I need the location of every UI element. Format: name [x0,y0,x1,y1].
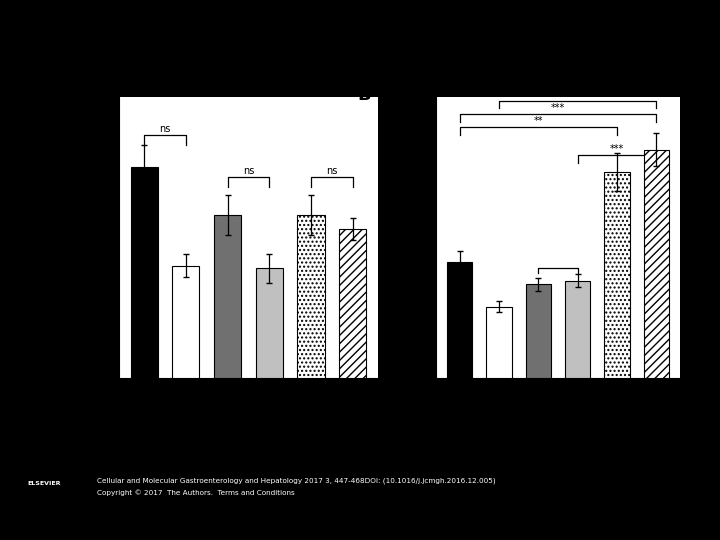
Text: ns: ns [243,166,254,176]
Bar [214,215,241,378]
Text: A: A [36,86,50,104]
Bar [526,285,551,378]
Text: Figure 11: Figure 11 [325,24,395,39]
Title: IGF-1R mRNA: IGF-1R mRNA [518,83,598,96]
Text: ****: **** [568,90,588,100]
Bar [339,229,366,378]
Bar [297,215,325,378]
Text: B: B [357,86,371,104]
Title: IGF-1 mRNA: IGF-1 mRNA [213,83,284,96]
Text: Copyright © 2017  The Authors.  Terms and Conditions: Copyright © 2017 The Authors. Terms and … [97,490,295,496]
Bar [172,266,199,378]
Y-axis label: Fold Change (10$^{-1}$)
(relative to 18S mRNA): Fold Change (10$^{-1}$) (relative to 18S… [66,185,91,290]
Text: ***: *** [551,103,565,113]
Bar [446,262,472,378]
Bar [604,172,630,378]
Bar [486,307,512,378]
Text: ***: *** [610,144,624,154]
Text: **: ** [534,116,543,126]
Bar [256,268,283,378]
Y-axis label: Fold Change (10$^{-1}$)
(relative to 18S mRNA): Fold Change (10$^{-1}$) (relative to 18S… [383,185,408,290]
Bar [130,167,158,378]
Text: Cellular and Molecular Gastroenterology and Hepatology 2017 3, 447-468DOI: (10.1: Cellular and Molecular Gastroenterology … [97,478,496,484]
Text: ns: ns [159,124,171,134]
Text: ns: ns [326,166,338,176]
Text: ELSEVIER: ELSEVIER [27,481,61,485]
Bar [644,150,670,378]
Bar [565,281,590,378]
